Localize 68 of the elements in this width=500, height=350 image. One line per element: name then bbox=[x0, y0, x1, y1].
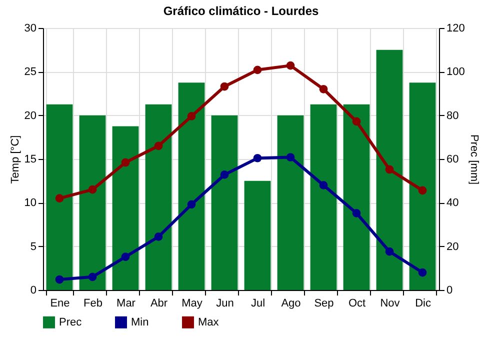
x-tick-label: Nov bbox=[380, 298, 400, 310]
bar bbox=[79, 115, 106, 290]
point bbox=[286, 153, 295, 162]
y-tick-label: 0 bbox=[30, 284, 36, 296]
point bbox=[187, 200, 196, 209]
x-tick-label: Ene bbox=[50, 298, 70, 310]
point bbox=[319, 181, 328, 190]
bar bbox=[145, 104, 172, 290]
bar bbox=[310, 104, 337, 290]
point bbox=[220, 82, 229, 91]
y2-tick-label: 60 bbox=[446, 154, 459, 166]
y2-axis-title: Prec [mm] bbox=[468, 134, 480, 185]
point bbox=[319, 84, 328, 94]
bar bbox=[244, 180, 271, 290]
point bbox=[286, 61, 295, 70]
x-tick-label: Jun bbox=[216, 298, 234, 310]
bar bbox=[376, 50, 403, 290]
x-tick-label: Dic bbox=[415, 298, 432, 310]
chart-title: Gráfico climático - Lourdes bbox=[163, 4, 320, 18]
y-tick-label: 15 bbox=[24, 154, 36, 166]
y-tick-label: 20 bbox=[24, 110, 36, 122]
point bbox=[418, 186, 427, 195]
bar bbox=[409, 82, 436, 290]
bar bbox=[277, 115, 304, 290]
x-tick-label: Mar bbox=[116, 298, 136, 310]
point bbox=[88, 272, 97, 282]
x-tick-label: Abr bbox=[150, 298, 168, 310]
point bbox=[385, 165, 394, 174]
x-tick-label: Oct bbox=[348, 298, 366, 310]
point bbox=[220, 170, 229, 179]
legend-label: Min bbox=[131, 316, 149, 328]
bar bbox=[112, 126, 139, 290]
x-tick-label: May bbox=[182, 298, 203, 310]
y-tick-label: 25 bbox=[24, 66, 36, 78]
x-tick-label: Feb bbox=[84, 298, 102, 310]
y2-tick-label: 80 bbox=[446, 110, 459, 122]
point bbox=[55, 194, 64, 202]
y-tick-label: 10 bbox=[24, 197, 36, 210]
point bbox=[154, 232, 163, 241]
y2-tick-label: 0 bbox=[446, 284, 453, 296]
bar bbox=[343, 104, 370, 290]
point bbox=[253, 154, 262, 162]
y2-tick-label: 100 bbox=[446, 66, 465, 78]
y2-tick-label: 40 bbox=[446, 197, 459, 210]
point bbox=[187, 112, 196, 120]
point bbox=[385, 247, 394, 256]
legend-label: Max bbox=[198, 316, 220, 328]
point bbox=[418, 268, 427, 277]
point bbox=[253, 66, 262, 74]
bar bbox=[178, 82, 205, 290]
bar bbox=[211, 115, 238, 290]
point bbox=[88, 185, 97, 194]
y2-tick-label: 20 bbox=[446, 240, 459, 253]
point bbox=[55, 275, 64, 284]
point bbox=[121, 252, 130, 261]
x-tick-label: Sep bbox=[314, 298, 334, 310]
y-tick-label: 30 bbox=[24, 22, 36, 34]
y-tick-label: 5 bbox=[30, 240, 36, 253]
y-axis-title: Temp [°C] bbox=[9, 135, 22, 184]
x-tick-label: Jul bbox=[250, 298, 266, 310]
y2-tick-label: 120 bbox=[446, 22, 465, 34]
legend-label: Prec bbox=[59, 316, 82, 328]
point bbox=[352, 117, 361, 126]
x-tick-label: Ago bbox=[281, 298, 301, 310]
point bbox=[121, 158, 130, 167]
bar bbox=[46, 104, 73, 290]
point bbox=[154, 142, 163, 150]
point bbox=[352, 208, 361, 218]
